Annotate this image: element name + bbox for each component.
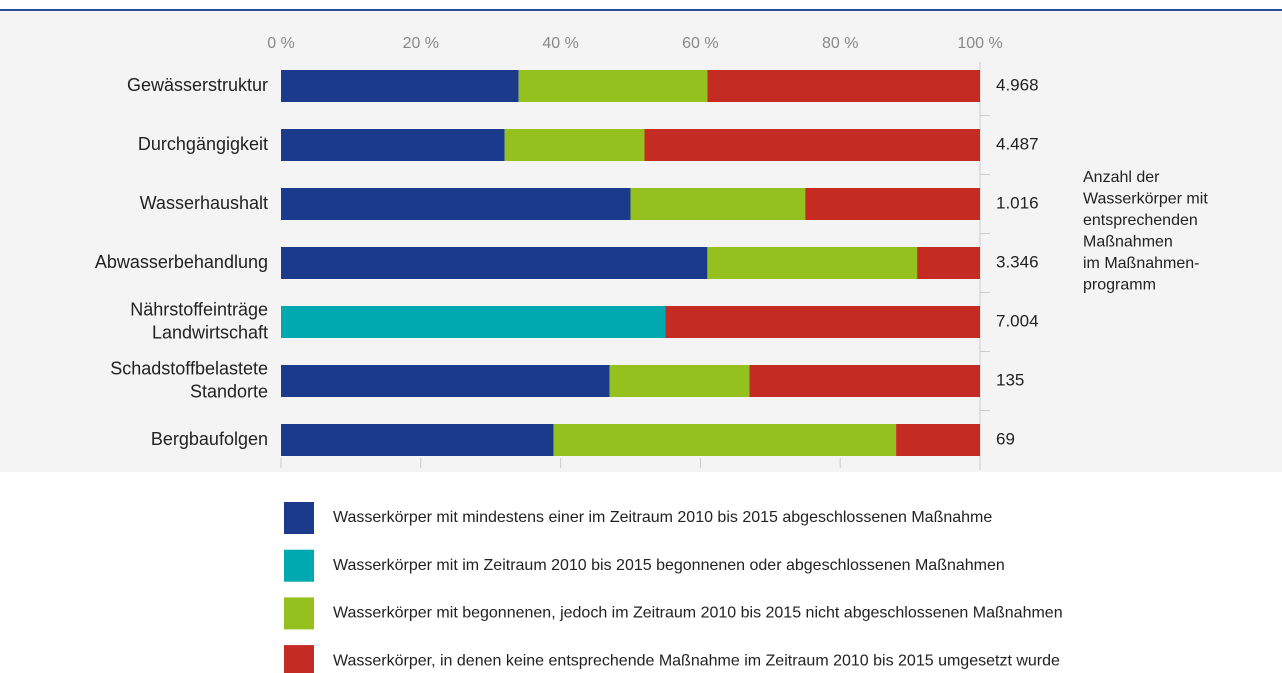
count-note: Wasserkörper mit [1083, 191, 1208, 208]
count-note: Maßnahmen [1083, 234, 1173, 251]
x-tick-label: 0 % [267, 35, 295, 52]
legend-label: Wasserkörper mit mindestens einer im Zei… [333, 509, 992, 526]
category-label: Standorte [190, 381, 268, 401]
bar-segment [518, 70, 708, 102]
count-note: programm [1083, 277, 1156, 294]
legend-label: Wasserkörper, in denen keine entsprechen… [333, 652, 1060, 669]
bar-segment [281, 70, 519, 102]
count-note: entsprechenden [1083, 212, 1198, 229]
bar-segment [609, 365, 750, 397]
legend-swatch [284, 597, 314, 630]
bar-segment [896, 424, 980, 456]
count-label: 3.346 [996, 252, 1039, 271]
bar-segment [749, 365, 980, 397]
bar-segment [281, 424, 554, 456]
count-label: 69 [996, 429, 1015, 448]
bar-segment [707, 70, 980, 102]
category-label: Wasserhaushalt [140, 193, 268, 213]
bar-segment [917, 247, 980, 279]
legend-label: Wasserkörper mit begonnenen, jedoch im Z… [333, 605, 1063, 622]
bar-segment [630, 188, 806, 220]
bar-segment [707, 247, 918, 279]
bar-segment [281, 365, 610, 397]
legend-label: Wasserkörper mit im Zeitraum 2010 bis 20… [333, 557, 1005, 574]
bar-segment [553, 424, 897, 456]
count-label: 135 [996, 370, 1024, 389]
x-tick-label: 80 % [822, 35, 858, 52]
bar-segment [281, 247, 708, 279]
bar-segment [281, 306, 666, 338]
x-tick-label: 40 % [542, 35, 578, 52]
count-label: 4.487 [996, 134, 1039, 153]
count-label: 7.004 [996, 311, 1039, 330]
bar-segment [805, 188, 980, 220]
legend-swatch [284, 645, 314, 673]
bar-segment [665, 306, 980, 338]
category-label: Bergbaufolgen [151, 429, 268, 449]
count-note: Anzahl der [1083, 169, 1160, 186]
legend-swatch [284, 502, 314, 534]
bar-segment [644, 129, 980, 161]
top-rule [0, 9, 1282, 11]
x-tick-label: 20 % [403, 35, 439, 52]
count-label: 1.016 [996, 193, 1039, 212]
category-label: Schadstoffbelastete [110, 358, 268, 378]
category-label: Durchgängigkeit [138, 134, 268, 154]
category-label: Landwirtschaft [152, 322, 268, 342]
count-note: im Maßnahmen- [1083, 255, 1199, 272]
bar-segment [504, 129, 645, 161]
bar-segment [281, 129, 505, 161]
count-label: 4.968 [996, 75, 1039, 94]
legend-swatch [284, 549, 314, 582]
category-label: Gewässerstruktur [127, 75, 268, 95]
category-label: Nährstoffeinträge [130, 299, 268, 319]
category-label: Abwasserbehandlung [95, 252, 268, 272]
x-tick-label: 100 % [957, 35, 1002, 52]
bar-segment [281, 188, 631, 220]
x-tick-label: 60 % [682, 35, 718, 52]
